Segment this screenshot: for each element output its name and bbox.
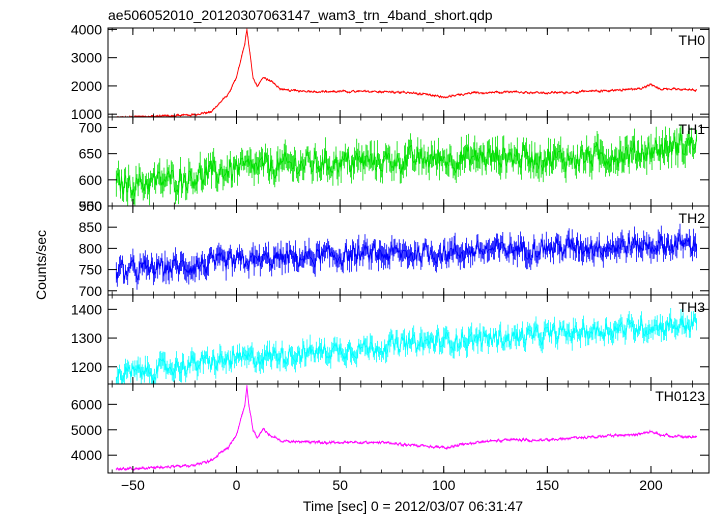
panel-th1: 550 600 650 700 TH1 [79,116,710,214]
x-tick-label: 100 [432,477,456,493]
y-tick-label: 5000 [71,422,102,438]
y-tick-label: 6000 [71,396,102,412]
series-th2 [115,223,698,290]
panel-label: TH2 [679,210,706,226]
y-tick-label: 1200 [71,359,102,375]
series-th0 [115,28,697,117]
x-tick-labels: −50 0 50 100 150 200 [121,477,663,493]
panel-frame [107,383,710,474]
y-tick-label: 550 [79,198,103,214]
y-tick-label: 2000 [71,78,102,94]
y-tick-label: 800 [79,240,103,256]
data-line [116,29,697,117]
panel-th3: 1200 1300 1400 TH3 [71,294,710,385]
data-line [115,232,698,281]
y-tick-label: 900 [79,198,103,214]
series-th3 [115,308,698,384]
y-tick-label: 1300 [71,330,102,346]
panel-label: TH1 [679,121,706,137]
y-tick-label: 1400 [71,301,102,317]
y-tick-label: 1000 [71,106,102,122]
y-tick-label: 4000 [71,447,102,463]
panels-group: 1000 2000 3000 4000 TH0 550 600 650 700 TH1 700 750… [71,21,710,474]
panel-label: TH3 [679,299,706,315]
error-bars [115,385,697,471]
x-tick-label: 0 [233,477,241,493]
y-tick-label: 4000 [71,21,102,37]
series-th1 [115,125,698,206]
y-tick-label: 650 [79,146,103,162]
y-axis-label: Counts/sec [33,230,49,300]
x-tick-label: −50 [121,477,145,493]
panel-label: TH0123 [655,388,705,404]
error-bars [115,28,697,117]
y-tick-label: 700 [79,119,103,135]
y-tick-label: 600 [79,172,103,188]
data-line [115,385,697,471]
series-th0123 [115,385,697,471]
panel-label: TH0 [679,32,706,48]
y-tick-label: 750 [79,262,103,278]
x-tick-label: 200 [639,477,663,493]
x-tick-label: 150 [536,477,560,493]
x-axis-label: Time [sec] 0 = 2012/03/07 06:31:47 [303,498,523,514]
y-tick-label: 700 [79,283,103,299]
panel-th0: 1000 2000 3000 4000 TH0 [71,21,710,122]
data-line [115,132,698,197]
error-bars [115,308,697,384]
chart-title: ae506052010_20120307063147_wam3_trn_4ban… [108,7,493,23]
y-tick-label: 3000 [71,50,102,66]
x-tick-label: 50 [332,477,348,493]
panel-th0123: 4000 5000 6000 TH0123 [71,383,710,474]
data-line [115,317,698,382]
panel-th2: 700 750 800 850 900 TH2 [79,198,710,299]
y-tick-label: 850 [79,219,103,235]
panel-frame [107,27,710,118]
error-bars [115,223,697,290]
